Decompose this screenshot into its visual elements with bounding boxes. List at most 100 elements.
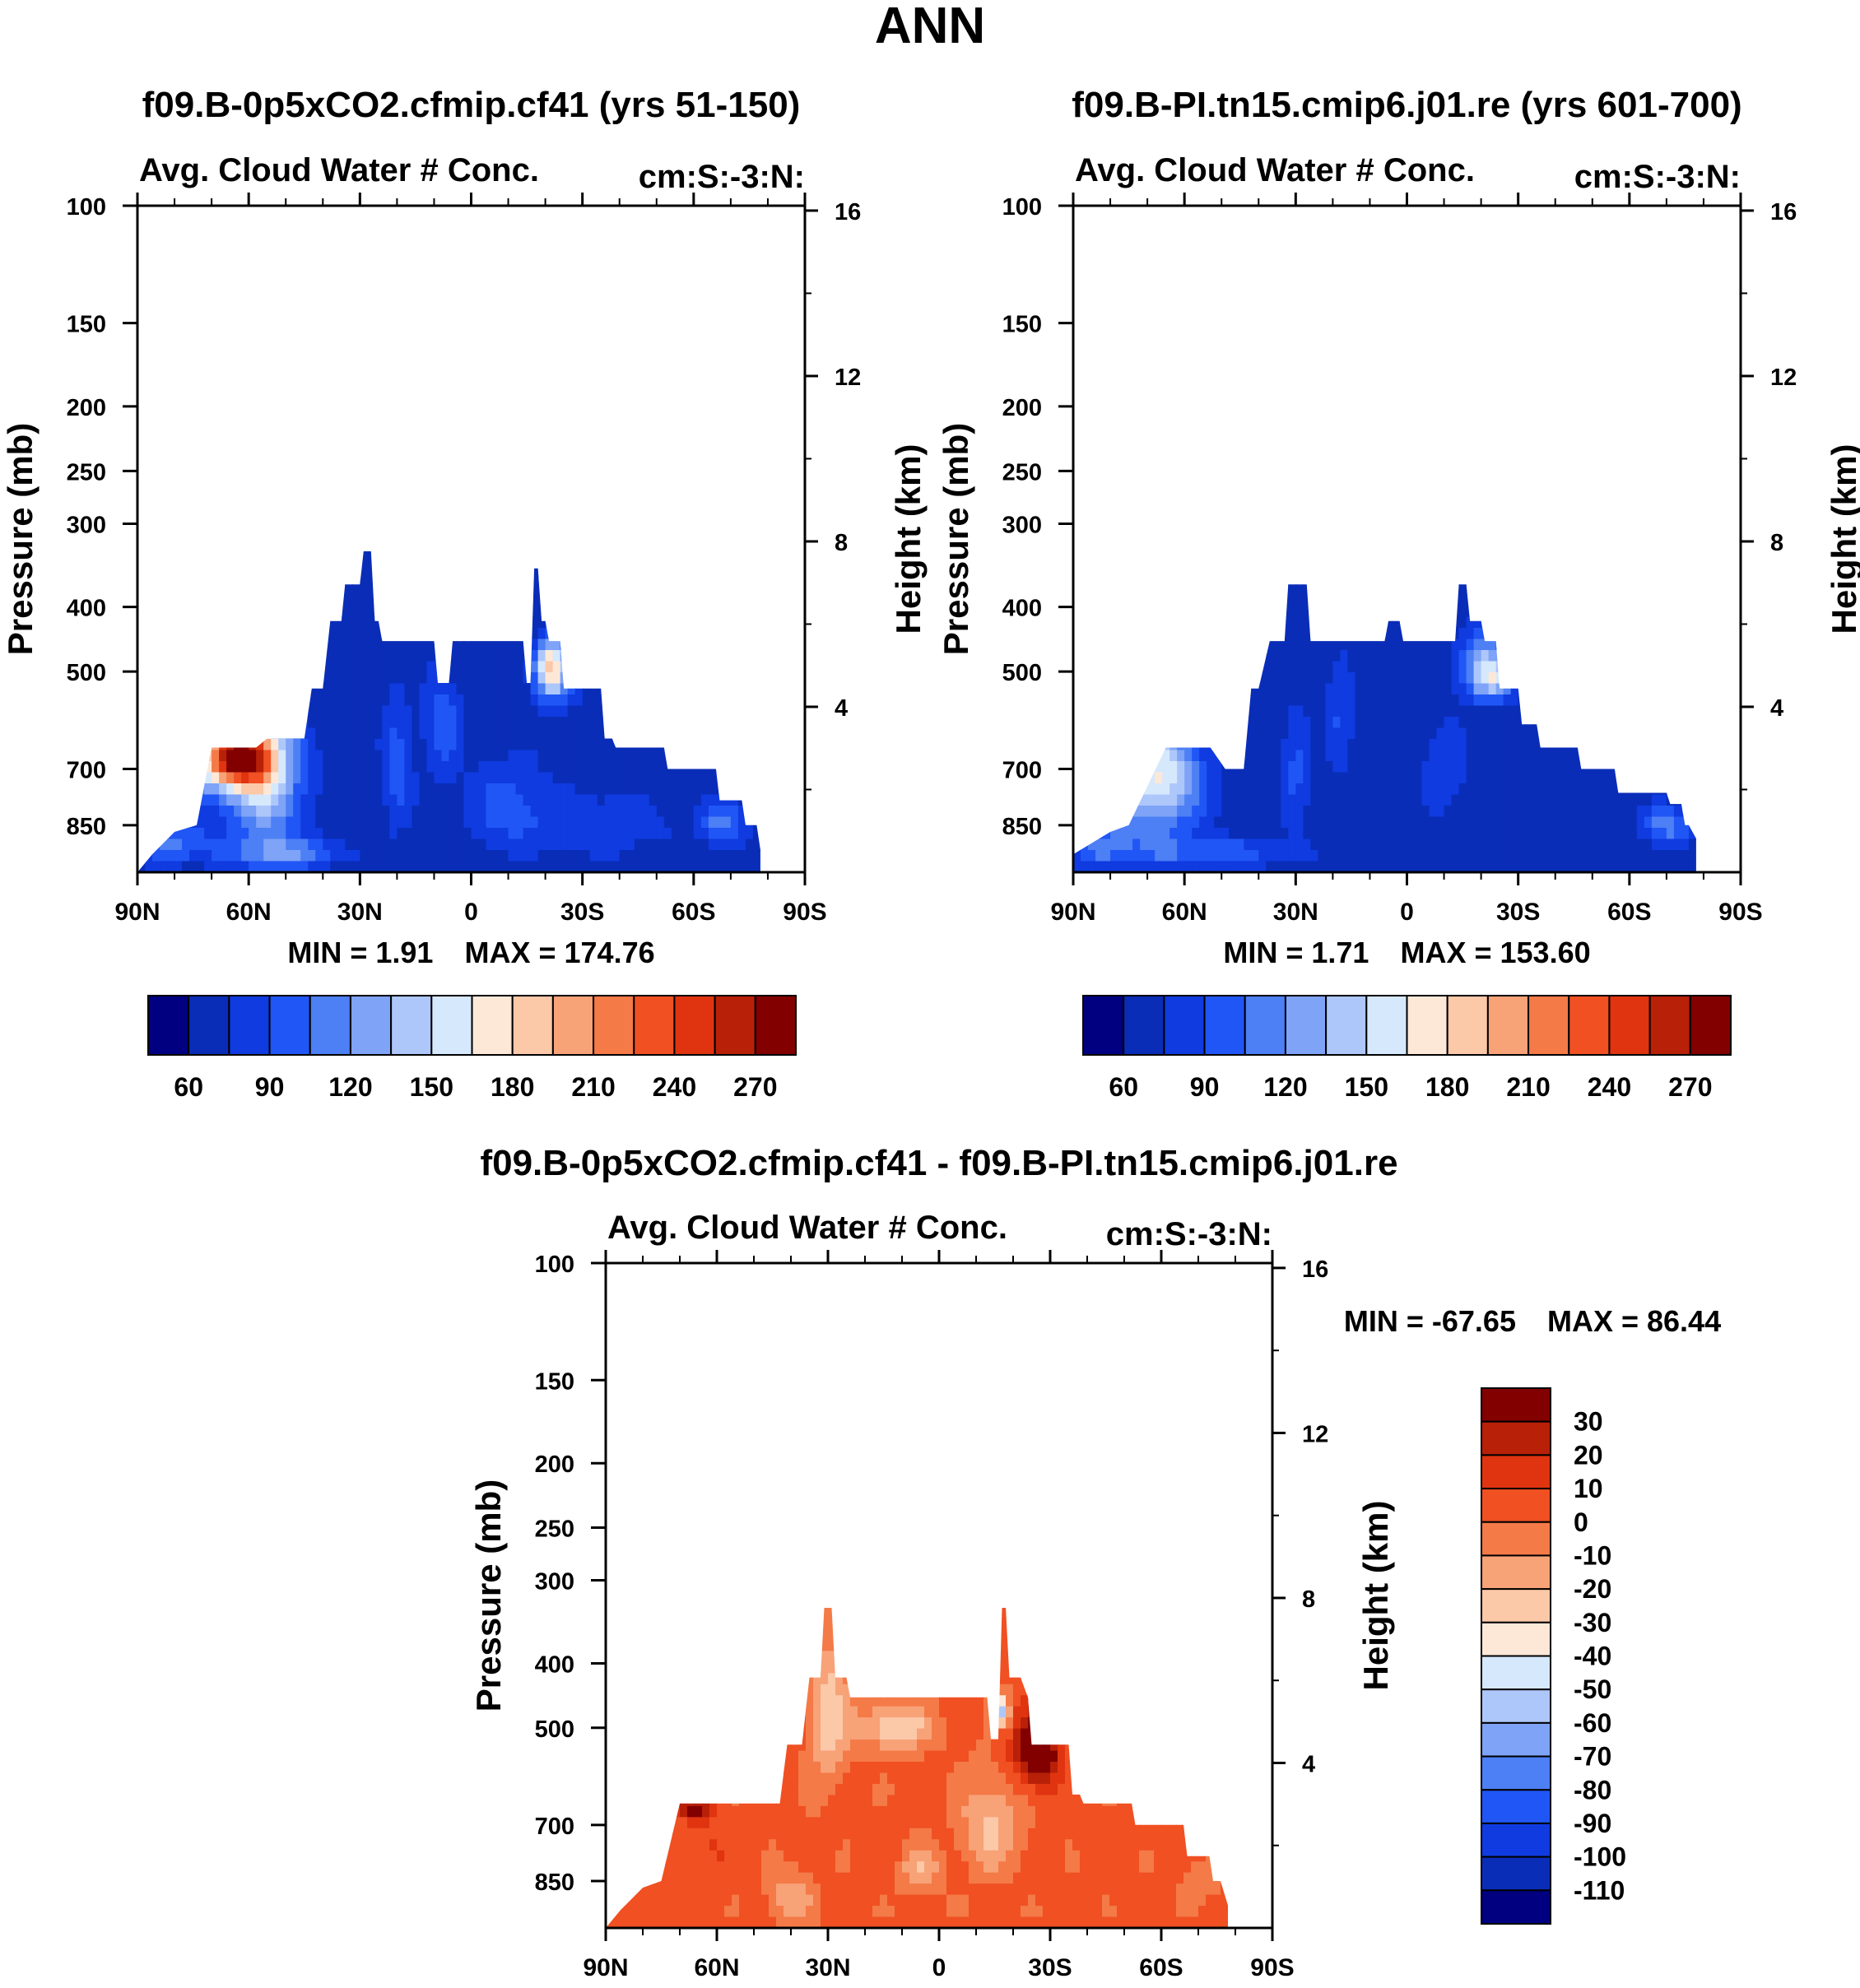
field-cell: [478, 850, 487, 862]
field-cell: [1437, 573, 1445, 584]
field-cell: [419, 594, 428, 606]
field-cell: [241, 850, 249, 862]
field-cell: [1266, 606, 1275, 618]
field-cell: [715, 838, 724, 851]
field-cell: [337, 727, 346, 740]
field-cell: [508, 739, 517, 751]
field-cell: [382, 672, 391, 685]
field-cell: [1495, 705, 1504, 718]
field-cell: [1407, 772, 1416, 784]
field-cell: [471, 838, 480, 851]
field-cell: [426, 616, 435, 629]
field-cell: [1688, 717, 1696, 729]
field-cell: [1503, 705, 1512, 718]
field-cell: [330, 717, 339, 729]
field-cell: [1318, 739, 1327, 751]
field-cell: [1430, 573, 1438, 584]
field-cell: [293, 828, 302, 840]
field-cell: [1184, 650, 1193, 662]
field-cell: [286, 806, 295, 818]
field-cell: [1399, 561, 1407, 573]
field-cell: [656, 606, 665, 618]
field-cell: [1140, 650, 1148, 662]
field-cell: [189, 850, 198, 862]
field-cell: [478, 816, 487, 829]
field-cell: [515, 661, 524, 673]
field-cell: [1088, 717, 1096, 729]
field-cell: [634, 639, 643, 651]
field-cell: [426, 861, 435, 872]
field-cell: [582, 683, 591, 695]
field-cell: [1658, 672, 1667, 685]
field-cell: [663, 650, 672, 662]
field-cell: [1266, 761, 1275, 773]
field-cell: [1155, 661, 1163, 673]
field-cell: [226, 850, 235, 862]
field-cell: [567, 583, 576, 596]
field-cell: [315, 772, 324, 784]
field-cell: [708, 806, 717, 818]
field-cell: [241, 616, 249, 629]
field-cell: [783, 573, 791, 584]
field-cell: [760, 650, 769, 662]
field-cell: [337, 539, 346, 550]
field-cell: [234, 572, 242, 584]
field-cell: [197, 561, 205, 574]
field-cell: [330, 761, 339, 773]
field-cell: [189, 572, 198, 584]
field-cell: [397, 594, 406, 606]
field-cell: [293, 661, 302, 673]
field-cell: [1511, 539, 1519, 550]
field-cell: [1221, 594, 1230, 606]
field-cell: [649, 650, 658, 662]
colorbar-label: 90: [255, 1072, 285, 1102]
field-cell: [1110, 750, 1118, 762]
field-cell: [545, 806, 554, 818]
field-cell: [1103, 783, 1111, 796]
field-cell: [545, 672, 554, 685]
field-cell: [1384, 661, 1393, 673]
field-cell: [315, 616, 324, 629]
field-cell: [441, 794, 450, 806]
field-cell: [1221, 750, 1230, 762]
field-cell: [1140, 694, 1148, 707]
field-cell: [775, 617, 784, 629]
field-cell: [1466, 661, 1475, 673]
field-cell: [1088, 616, 1096, 629]
field-cell: [374, 816, 384, 829]
field-cell: [330, 672, 339, 685]
field-cell: [1199, 705, 1207, 718]
field-cell: [345, 672, 354, 685]
field-cell: [1688, 661, 1696, 673]
field-cell: [545, 717, 554, 729]
field-cell: [560, 717, 569, 729]
field-cell: [382, 761, 391, 773]
field-cell: [471, 594, 480, 606]
field-cell: [760, 628, 769, 639]
field-cell: [412, 606, 421, 618]
field-cell: [1399, 594, 1408, 606]
field-cell: [737, 794, 746, 806]
field-cell: [1644, 750, 1653, 762]
field-cell: [790, 628, 798, 639]
field-cell: [1458, 717, 1467, 729]
field-cell: [1548, 550, 1556, 562]
field-cell: [1221, 528, 1230, 540]
field-cell: [293, 816, 302, 829]
field-cell: [708, 672, 717, 685]
field-cell: [1681, 550, 1690, 562]
field-cell: [752, 672, 760, 685]
field-cell: [1221, 717, 1230, 729]
field-cell: [234, 761, 242, 773]
field-cell: [330, 594, 339, 606]
field-cell: [634, 717, 643, 729]
field-cell: [1726, 739, 1734, 750]
field-cell: [1614, 717, 1623, 729]
field-cell: [1103, 584, 1111, 596]
field-cell: [760, 606, 769, 617]
field-cell: [582, 594, 591, 606]
field-cell: [537, 761, 546, 773]
field-cell: [1199, 561, 1207, 573]
field-cell: [530, 705, 539, 718]
field-cell: [1140, 606, 1148, 618]
